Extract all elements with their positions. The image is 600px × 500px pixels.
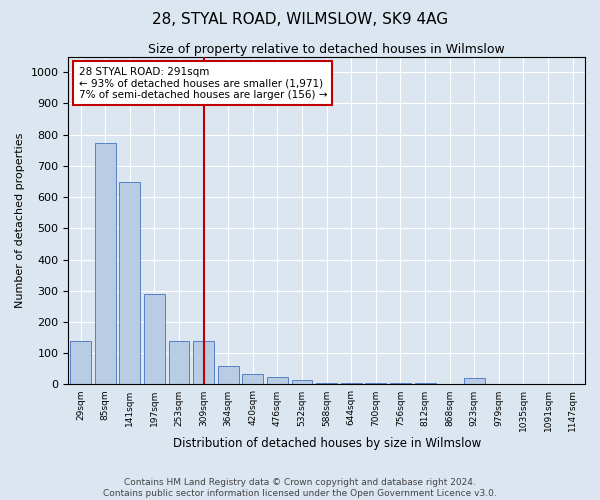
- Bar: [193, 341, 214, 384]
- Title: Size of property relative to detached houses in Wilmslow: Size of property relative to detached ho…: [148, 42, 505, 56]
- Text: Contains HM Land Registry data © Crown copyright and database right 2024.
Contai: Contains HM Land Registry data © Crown c…: [103, 478, 497, 498]
- Bar: [119, 182, 140, 384]
- X-axis label: Distribution of detached houses by size in Wilmslow: Distribution of detached houses by size …: [173, 437, 481, 450]
- Bar: [464, 378, 485, 384]
- Bar: [316, 383, 337, 384]
- Bar: [267, 376, 288, 384]
- Text: 28, STYAL ROAD, WILMSLOW, SK9 4AG: 28, STYAL ROAD, WILMSLOW, SK9 4AG: [152, 12, 448, 28]
- Bar: [341, 383, 362, 384]
- Bar: [144, 294, 165, 384]
- Y-axis label: Number of detached properties: Number of detached properties: [15, 133, 25, 308]
- Bar: [242, 374, 263, 384]
- Bar: [365, 383, 386, 384]
- Bar: [95, 142, 116, 384]
- Bar: [169, 341, 190, 384]
- Bar: [70, 341, 91, 384]
- Bar: [415, 383, 436, 384]
- Bar: [218, 366, 239, 384]
- Bar: [390, 383, 411, 384]
- Text: 28 STYAL ROAD: 291sqm
← 93% of detached houses are smaller (1,971)
7% of semi-de: 28 STYAL ROAD: 291sqm ← 93% of detached …: [79, 66, 327, 100]
- Bar: [292, 380, 313, 384]
